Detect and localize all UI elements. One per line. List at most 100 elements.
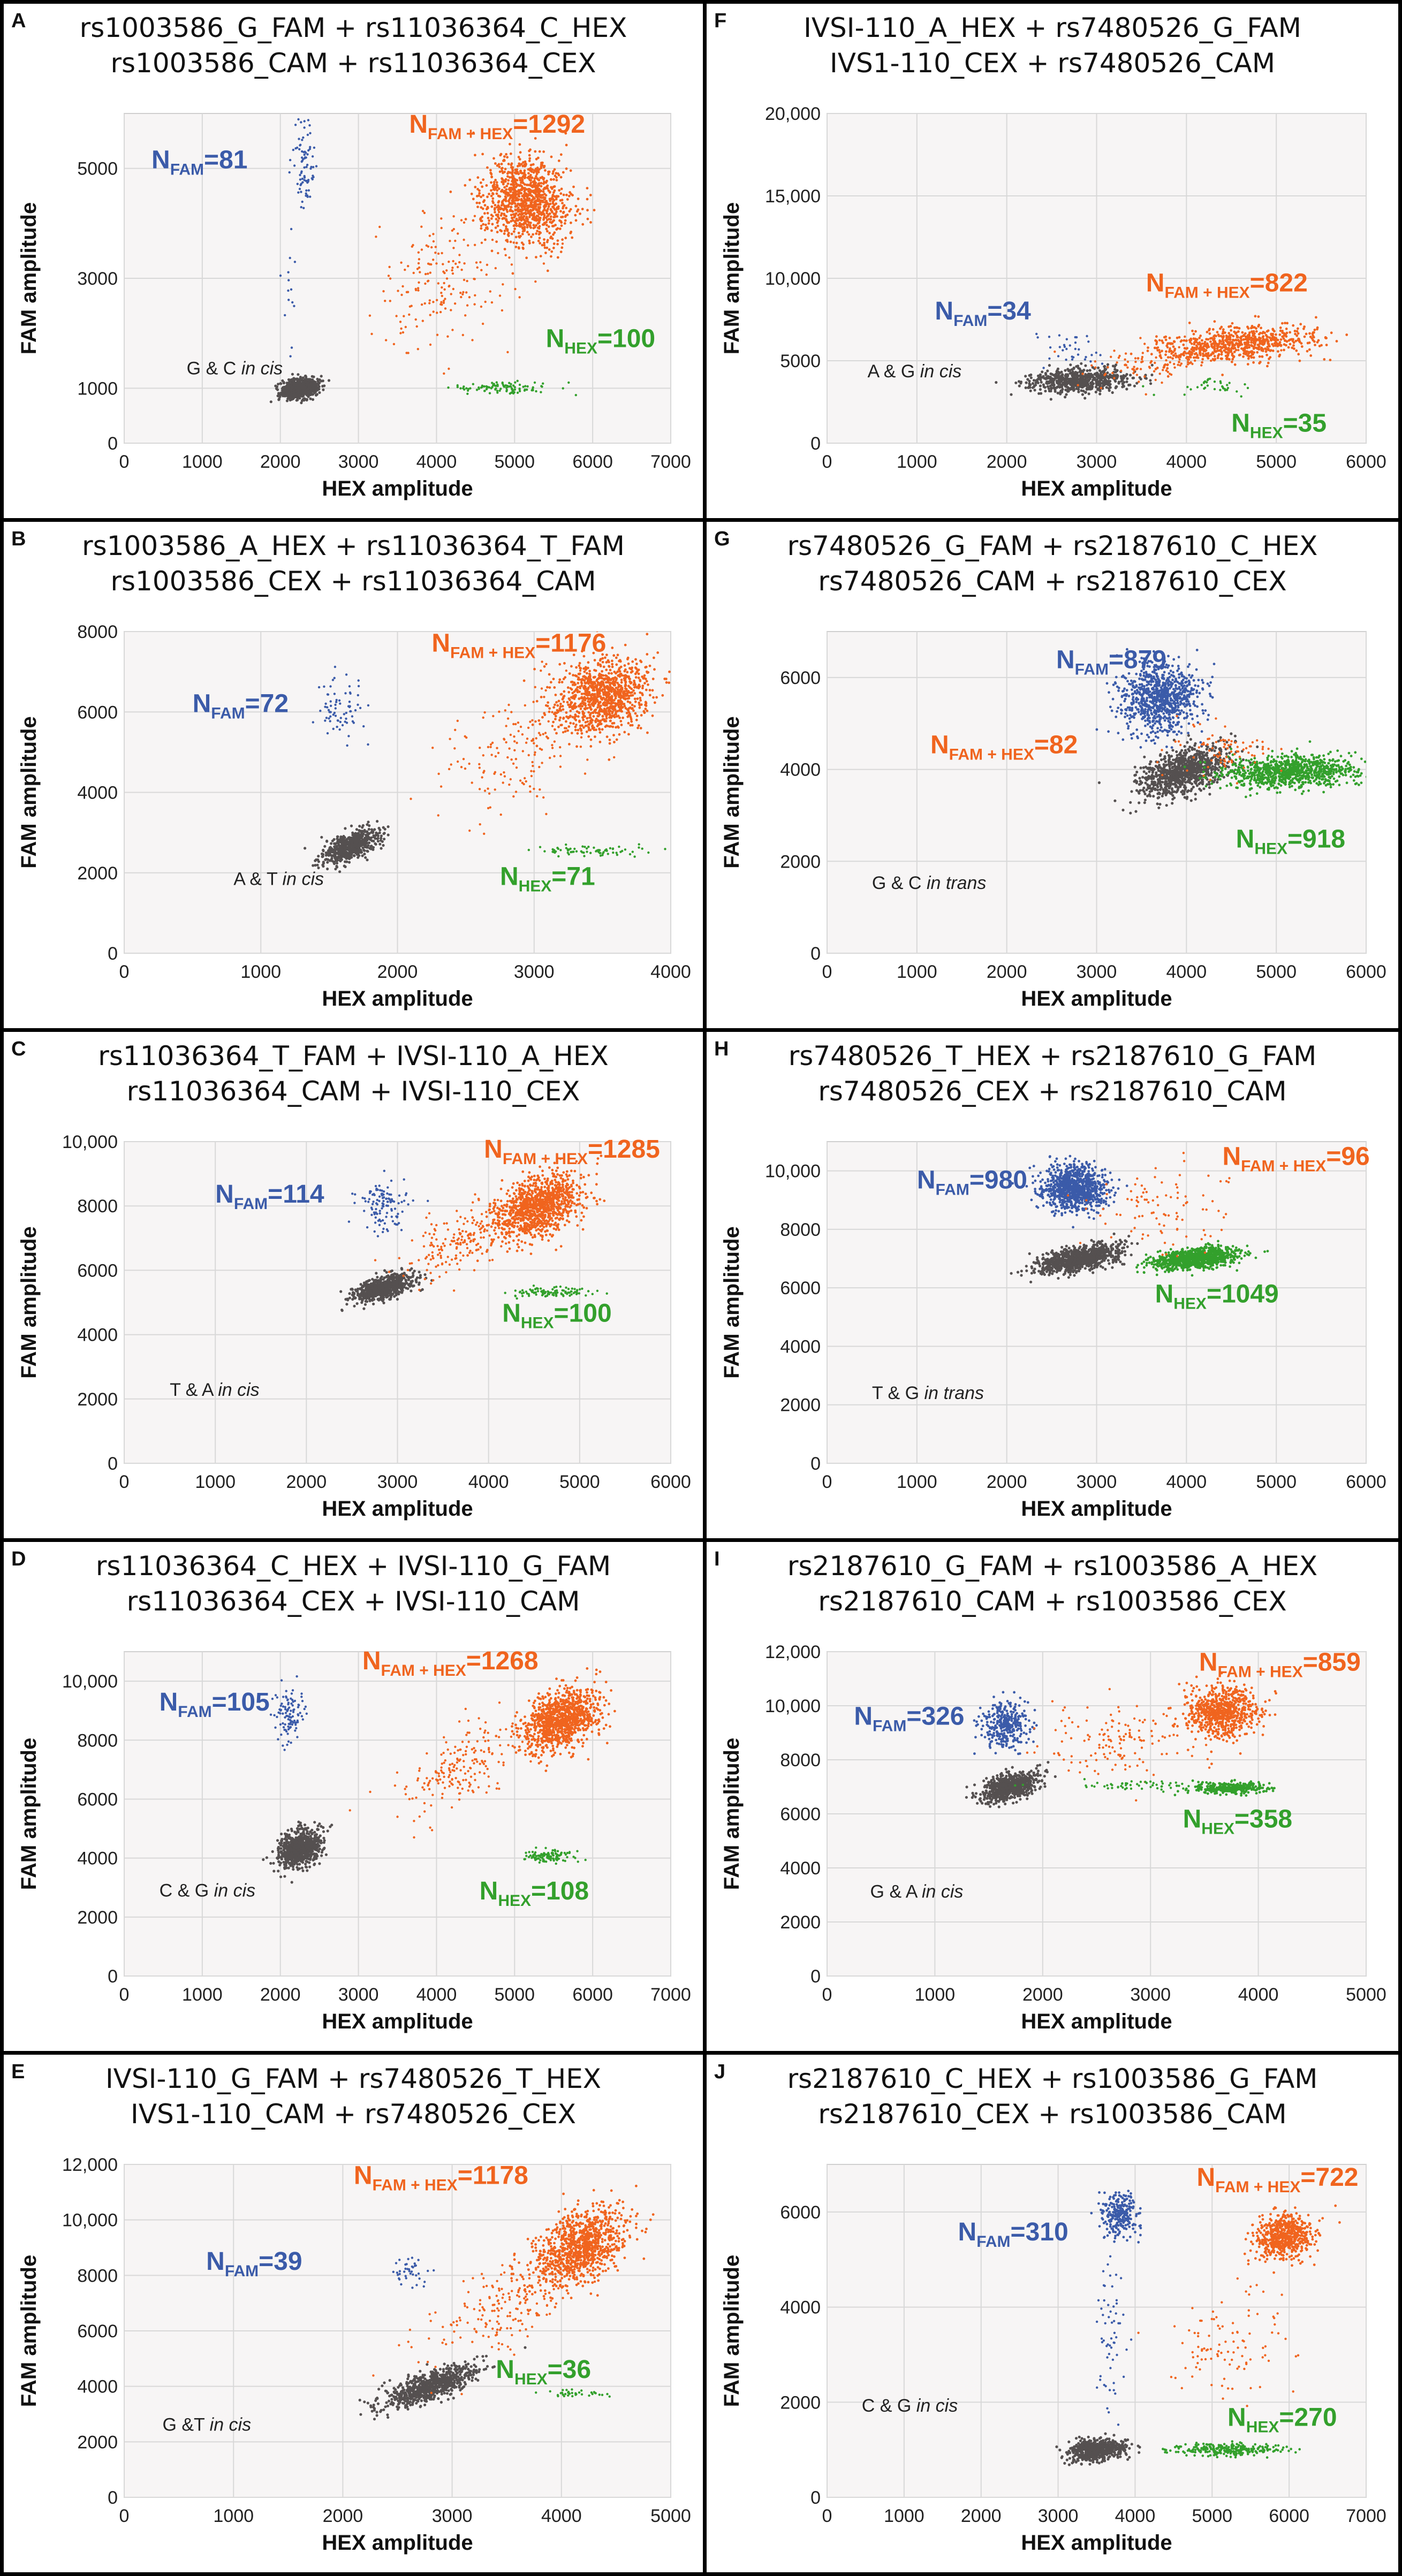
droplet: [526, 231, 529, 234]
droplet-points: [269, 118, 596, 405]
droplet: [502, 208, 505, 211]
droplet: [431, 747, 434, 749]
droplet: [451, 329, 454, 331]
droplet: [350, 710, 352, 713]
droplet: [587, 700, 589, 703]
droplet: [451, 269, 453, 272]
droplet: [322, 388, 325, 391]
droplet: [331, 839, 335, 842]
droplet: [314, 382, 317, 385]
droplet: [552, 216, 555, 218]
droplet: [418, 266, 421, 269]
droplet: [414, 318, 417, 321]
droplet: [587, 666, 589, 670]
droplet: [290, 227, 293, 231]
droplet: [337, 840, 340, 843]
droplet: [344, 860, 347, 863]
droplet: [618, 845, 620, 848]
droplet: [538, 765, 541, 769]
droplet: [279, 382, 283, 385]
droplet: [516, 204, 519, 207]
droplet: [512, 723, 515, 726]
droplet: [634, 666, 637, 669]
droplet: [384, 300, 387, 302]
droplet: [468, 178, 472, 181]
droplet: [299, 376, 302, 379]
droplet: [538, 168, 541, 171]
droplet: [300, 390, 303, 394]
droplet: [436, 311, 438, 314]
cluster-fam: [312, 665, 370, 747]
droplet: [542, 150, 545, 153]
droplet: [502, 191, 505, 194]
droplet: [420, 225, 423, 228]
droplet: [623, 664, 626, 667]
droplet: [521, 178, 524, 181]
droplet: [344, 848, 347, 851]
droplet: [496, 384, 498, 387]
droplet: [598, 727, 601, 731]
droplet: [532, 205, 535, 208]
droplet: [458, 261, 461, 264]
droplet: [484, 238, 487, 241]
droplet: [326, 732, 329, 735]
droplet: [608, 716, 611, 719]
droplet: [598, 686, 602, 689]
droplet: [513, 391, 516, 394]
droplet: [442, 301, 445, 304]
droplet: [415, 325, 418, 328]
droplet: [300, 401, 303, 405]
droplet: [593, 693, 596, 696]
droplet: [548, 212, 551, 215]
droplet: [580, 693, 583, 695]
droplet: [357, 856, 360, 859]
droplet: [482, 194, 484, 197]
droplet: [409, 1276, 412, 1279]
droplet: [340, 840, 343, 844]
droplet: [503, 738, 506, 741]
droplet: [592, 687, 595, 690]
droplet: [626, 697, 629, 700]
droplet: [317, 387, 320, 391]
droplet: [631, 724, 634, 727]
droplet: [358, 1295, 361, 1298]
droplet: [553, 231, 556, 234]
panel-letter: A: [11, 10, 26, 32]
droplet: [573, 717, 576, 720]
droplet: [539, 788, 541, 791]
droplet: [608, 665, 611, 668]
droplet: [468, 829, 471, 832]
droplet: [347, 861, 351, 864]
droplet: [526, 385, 529, 388]
droplet: [530, 774, 533, 778]
droplet: [353, 854, 356, 857]
droplet: [594, 685, 597, 688]
droplet: [559, 153, 563, 156]
droplet: [451, 272, 454, 275]
droplet: [549, 202, 552, 206]
droplet: [583, 707, 586, 710]
droplet: [610, 695, 613, 698]
droplet: [512, 200, 515, 203]
droplet: [545, 735, 548, 738]
droplet: [366, 850, 369, 853]
droplet: [622, 716, 624, 719]
droplet: [554, 703, 556, 706]
droplet: [542, 209, 545, 212]
droplet: [460, 268, 463, 271]
droplet: [633, 705, 636, 708]
droplet: [540, 696, 543, 698]
droplet: [577, 676, 580, 679]
droplet: [498, 710, 501, 713]
droplet: [518, 216, 521, 219]
droplet: [532, 180, 535, 184]
droplet: [552, 242, 556, 245]
droplet: [532, 739, 534, 742]
droplet: [483, 390, 486, 392]
droplet: [479, 823, 481, 826]
droplet: [525, 256, 528, 260]
droplet: [631, 694, 634, 697]
droplet: [549, 215, 552, 218]
droplet: [489, 169, 492, 172]
droplet: [614, 680, 617, 683]
